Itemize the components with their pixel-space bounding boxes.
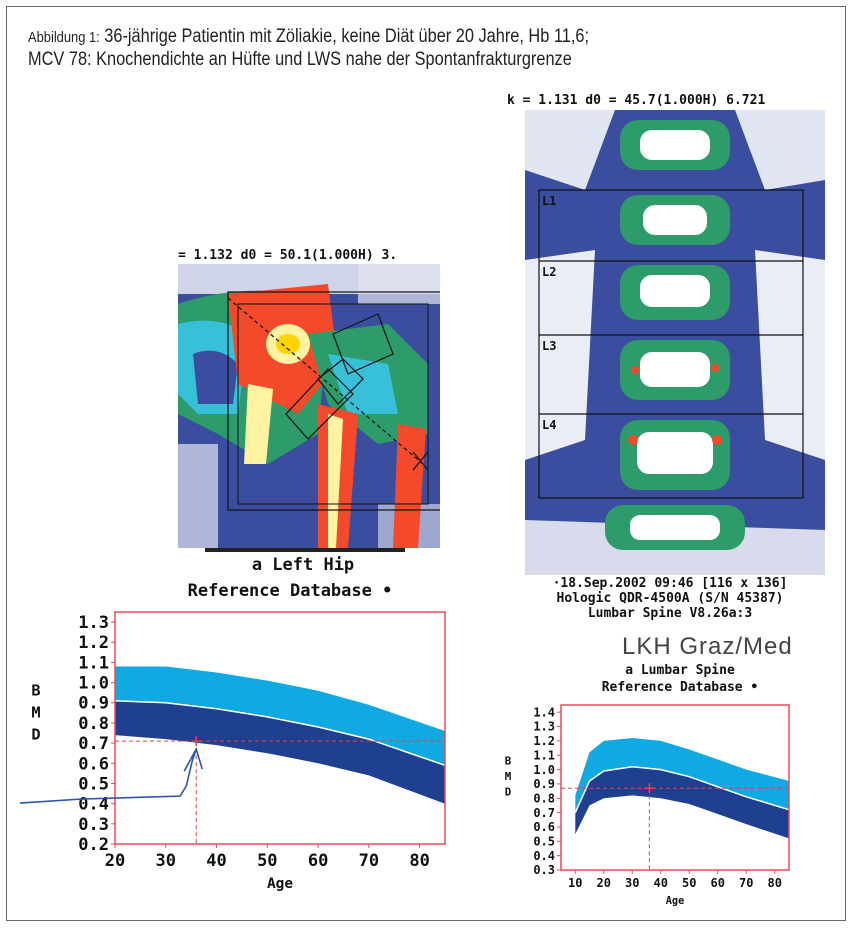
x-tick-label: 30 [625, 876, 639, 890]
y-tick-label: 1.1 [78, 653, 109, 673]
clinic-label: LKH Graz/Med [622, 633, 793, 661]
x-tick-label: 60 [308, 851, 328, 871]
x-tick-label: 80 [409, 851, 429, 871]
spine-bmd-chart: 0.30.40.50.60.70.80.91.01.11.21.31.4 10 20… [495, 695, 805, 915]
x-tick-label: 70 [359, 851, 379, 871]
y-tick-label: 0.8 [533, 791, 555, 805]
hip-bmd-chart: 0.20.30.40.50.60.70.80.91.01.11.21.320 30… [20, 598, 460, 918]
x-tick-label: 40 [654, 876, 668, 890]
caption-line-2: MCV 78: Knochendichte an Hüfte und LWS n… [28, 49, 725, 71]
figure-caption: Abbildung 1: 36-jährige Patientin mit Zö… [28, 26, 725, 71]
y-axis-label-letter: D [505, 786, 512, 799]
y-tick-label: 0.4 [533, 849, 555, 863]
spine-scan-header: k = 1.131 d0 = 45.7(1.000H) 6.721 [507, 93, 765, 108]
y-tick-label: 0.3 [78, 815, 109, 835]
y-tick-label: 0.9 [78, 694, 109, 714]
x-tick-label: 30 [156, 851, 176, 871]
vertebra-label-l3: L3 [542, 339, 556, 353]
x-tick-label: 50 [682, 876, 696, 890]
y-tick-label: 0.3 [533, 863, 555, 877]
hip-scan-scale-bar [205, 548, 405, 552]
y-tick-label: 0.7 [533, 806, 555, 820]
x-tick-label: 10 [568, 876, 582, 890]
x-tick-label: 20 [597, 876, 611, 890]
spine-chart-site: a Lumbar Spine [560, 663, 800, 678]
vertebra-label-l4: L4 [542, 418, 556, 432]
y-tick-label: 1.2 [78, 633, 109, 653]
hip-scan-image [178, 264, 440, 548]
x-tick-label: 50 [257, 851, 277, 871]
y-axis-label-letter: B [505, 754, 512, 767]
y-axis-label-letter: M [31, 704, 40, 722]
x-tick-label: 60 [711, 876, 725, 890]
spine-footer-date: ·18.Sep.2002 09:46 [116 x 136] [510, 576, 830, 591]
x-tick-label: 20 [105, 851, 125, 871]
y-tick-label: 0.9 [533, 777, 555, 791]
y-tick-label: 0.5 [533, 835, 555, 849]
y-tick-label: 0.7 [78, 734, 109, 754]
spine-footer-version: Lumbar Spine V8.26a:3 [510, 606, 830, 621]
x-tick-label: 70 [739, 876, 753, 890]
y-axis-label-letter: B [31, 682, 40, 700]
hip-scan-title: a Left Hip [158, 555, 448, 575]
x-axis-label: Age [267, 876, 293, 892]
hip-scan-header: = 1.132 d0 = 50.1(1.000H) 3. [178, 248, 397, 263]
spine-footer-device: Hologic QDR-4500A (S/N 45387) [510, 591, 830, 606]
y-tick-label: 1.3 [78, 613, 109, 633]
caption-line-1: 36-jährige Patientin mit Zöliakie, keine… [104, 26, 589, 47]
y-tick-label: 0.5 [78, 774, 109, 794]
y-axis-label-letter: M [505, 770, 512, 783]
y-tick-label: 1.3 [533, 720, 555, 734]
y-tick-label: 0.8 [78, 714, 109, 734]
y-tick-label: 1.0 [533, 763, 555, 777]
x-tick-label: 40 [206, 851, 226, 871]
y-tick-label: 1.1 [533, 748, 555, 762]
caption-label: Abbildung 1: [28, 29, 100, 46]
spine-scan-image: L1 L2 L3 L4 [525, 110, 825, 575]
spine-scan-footer: ·18.Sep.2002 09:46 [116 x 136] Hologic Q… [510, 576, 830, 621]
vertebra-label-l1: L1 [542, 194, 556, 208]
y-tick-label: 0.6 [78, 754, 109, 774]
y-tick-label: 1.4 [533, 705, 555, 719]
x-tick-label: 80 [768, 876, 782, 890]
y-tick-label: 1.0 [78, 674, 109, 694]
y-tick-label: 1.2 [533, 734, 555, 748]
spine-chart-title: Reference Database • [560, 680, 800, 695]
x-axis-label: Age [666, 896, 684, 907]
y-axis-label-letter: D [31, 726, 40, 744]
handwritten-pen-mark [20, 749, 202, 803]
vertebra-label-l2: L2 [542, 265, 556, 279]
y-tick-label: 0.6 [533, 820, 555, 834]
